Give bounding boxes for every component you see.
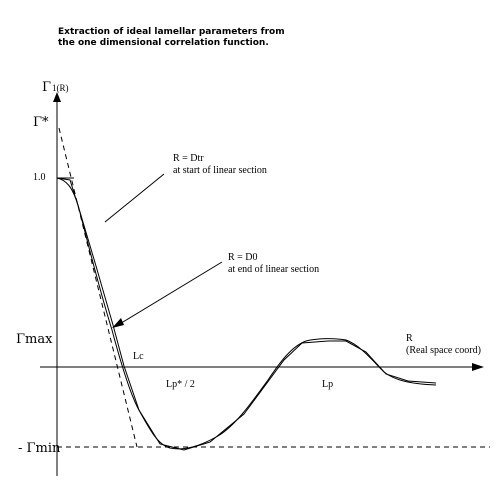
diagram-title-line2: the one dimensional correlation function… bbox=[58, 38, 269, 48]
y-axis-arrowhead bbox=[53, 92, 61, 102]
dtr-annotation-line2: at start of linear section bbox=[173, 165, 267, 176]
gamma-max-label: Γmax bbox=[16, 332, 53, 347]
dtr-pointer-line bbox=[104, 173, 165, 223]
gamma-star-label: Γ* bbox=[33, 115, 49, 130]
diagram-title-line1: Extraction of ideal lamellar parameters … bbox=[58, 27, 285, 37]
dtr-annotation-line1: R = Dtr bbox=[173, 153, 204, 164]
lc-label: Lc bbox=[133, 351, 144, 362]
lp-label: Lp bbox=[322, 379, 333, 390]
linear-extrapolation-dashed-line bbox=[58, 127, 138, 448]
correlation-approx-polyline bbox=[56, 177, 437, 451]
d0-pointer-arrowhead bbox=[112, 318, 124, 328]
d0-pointer-line bbox=[117, 261, 223, 326]
lp-half-label: Lp* / 2 bbox=[166, 379, 195, 390]
y-axis-subscript: 1(R) bbox=[52, 83, 69, 93]
x-axis-sub-label: (Real space coord) bbox=[406, 345, 481, 356]
d0-annotation-line1: R = D0 bbox=[228, 252, 258, 263]
gamma-min-label: - Γmin bbox=[18, 441, 61, 456]
x-axis-label: R bbox=[406, 333, 413, 344]
x-axis-arrowhead bbox=[472, 363, 484, 371]
correlation-curve bbox=[56, 177, 437, 450]
one-point-zero-label: 1.0 bbox=[33, 172, 46, 183]
d0-annotation-line2: at end of linear section bbox=[228, 264, 319, 275]
y-axis-symbol: Γ bbox=[42, 80, 51, 95]
